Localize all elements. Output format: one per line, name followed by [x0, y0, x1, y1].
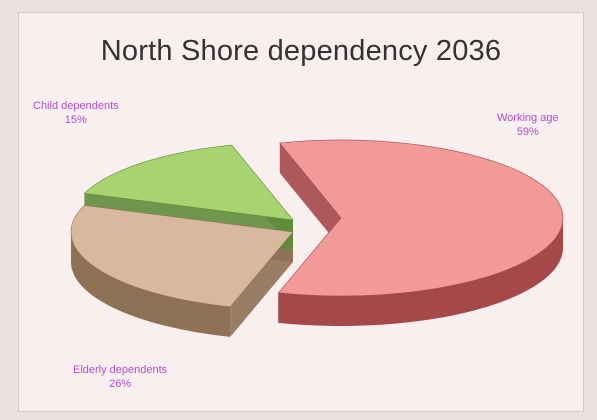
pie-cut-0-0 — [279, 143, 341, 248]
label-child-dependents: Child dependents 15% — [33, 99, 119, 127]
elderly-pct: 26% — [109, 378, 132, 390]
chart-frame: North Shore dependency 2036 Child depend… — [18, 12, 584, 412]
child-name: Child dependents — [33, 100, 119, 112]
pie-slice-working-age — [277, 139, 564, 297]
pie-side-working-age — [278, 218, 563, 326]
pie-chart — [70, 139, 564, 337]
elderly-name: Elderly dependents — [73, 364, 168, 376]
label-working-age: Working age 59% — [497, 111, 559, 139]
pie-slice-elderly-dependents — [70, 205, 294, 308]
label-elderly-dependents: Elderly dependents 26% — [73, 363, 167, 391]
pie-slice-child-dependents — [83, 144, 294, 221]
child-pct: 15% — [64, 114, 87, 126]
pie-side-elderly-dependents — [71, 232, 231, 337]
working-pct: 59% — [516, 126, 539, 138]
working-name: Working age — [497, 112, 559, 124]
chart-title: North Shore dependency 2036 — [100, 35, 502, 67]
